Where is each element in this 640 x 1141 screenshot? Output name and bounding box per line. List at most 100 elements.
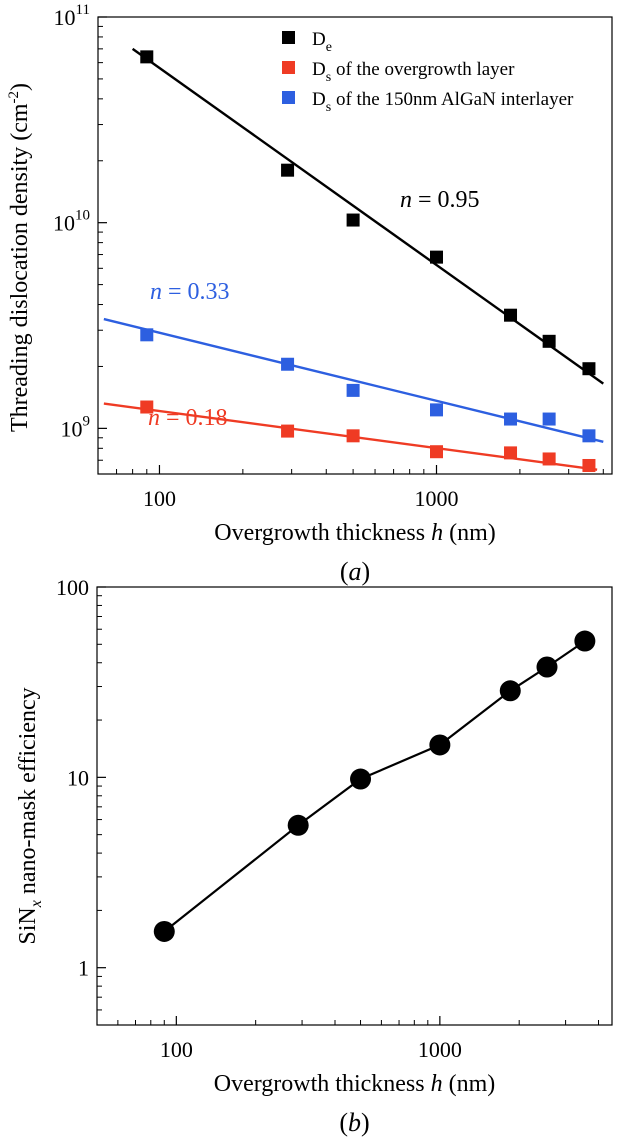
legend-rest: of the overgrowth layer xyxy=(331,59,515,80)
plot-frame xyxy=(97,16,613,475)
fit-line xyxy=(103,317,604,444)
y-tick-label: 10 xyxy=(67,765,89,790)
series-0 xyxy=(153,630,596,942)
data-point-square xyxy=(542,334,556,348)
x-axis-title-variable: h xyxy=(431,1071,443,1097)
y-axis-title-text: Threading dislocation density (cm xyxy=(7,103,33,432)
panel-caption: (a) xyxy=(340,557,370,586)
data-point-circle xyxy=(429,734,451,756)
x-tick-label: 1000 xyxy=(415,486,459,511)
x-tick-label: 100 xyxy=(160,1037,193,1062)
slope-variable: n xyxy=(150,279,162,305)
data-point-square xyxy=(430,250,444,264)
series-2: n = 0.33 Ds of the 150nm AlGaN interlayer xyxy=(103,89,604,444)
data-point-square xyxy=(542,412,556,426)
data-point-circle xyxy=(287,814,309,836)
slope-annotation: n = 0.95 xyxy=(400,187,480,213)
data-point-square xyxy=(346,429,360,443)
legend-marker xyxy=(282,31,295,44)
legend-label: De xyxy=(312,29,332,55)
slope-variable: n xyxy=(148,405,160,431)
y-axis-title-subscript: x xyxy=(28,900,45,908)
y-axis-title-close: ) xyxy=(7,83,33,91)
legend-marker xyxy=(282,61,295,74)
fit-line xyxy=(131,47,604,385)
x-axis-title-variable: h xyxy=(431,520,443,546)
data-point-square xyxy=(542,452,556,466)
legend-label: Ds of the 150nm AlGaN interlayer xyxy=(312,89,574,115)
slope-value: = 0.18 xyxy=(160,405,228,431)
y-tick-label: 100 xyxy=(56,575,89,600)
data-point-square xyxy=(504,308,518,322)
legend-main: D xyxy=(312,89,326,110)
data-point-square xyxy=(346,383,360,397)
y-tick-base: 10 xyxy=(54,5,76,30)
caption-letter: b xyxy=(348,1108,361,1137)
panel-b-chart: 100 1000 1 10 100 Overgrowth thickness h (nm)… xyxy=(15,575,613,1137)
legend-main: D xyxy=(312,29,326,50)
caption-close: ) xyxy=(361,1108,370,1137)
data-point-circle xyxy=(536,656,558,678)
x-axis-title: Overgrowth thickness h (nm) xyxy=(214,1071,496,1097)
y-axis-title-rest: nano-mask efficiency xyxy=(15,687,41,900)
legend-sub: s xyxy=(326,70,331,85)
caption-close: ) xyxy=(362,557,371,586)
slope-value: = 0.33 xyxy=(162,279,230,305)
x-axis-title-text: Overgrowth thickness xyxy=(214,520,431,546)
caption-letter: a xyxy=(349,557,362,586)
y-axis-title-text: SiN xyxy=(15,907,41,944)
y-tick-base: 10 xyxy=(53,211,75,236)
series-1: n = 0.18 Ds of the overgrowth layer xyxy=(103,59,598,472)
y-tick-label: 1 xyxy=(78,956,89,981)
data-point-square xyxy=(140,400,154,414)
legend-marker xyxy=(282,91,295,104)
data-point-square xyxy=(582,362,596,376)
y-tick-label: 1010 xyxy=(53,208,90,236)
data-point-square xyxy=(140,328,154,342)
data-point-square xyxy=(281,424,295,438)
data-point-square xyxy=(140,50,154,64)
y-axis-title: SiNx nano-mask efficiency xyxy=(15,687,45,944)
data-point-square xyxy=(430,403,444,417)
data-point-circle xyxy=(153,920,175,942)
series-line xyxy=(163,640,586,933)
x-tick-label: 100 xyxy=(143,486,176,511)
data-point-square xyxy=(346,213,360,227)
legend-label: Ds of the overgrowth layer xyxy=(312,59,515,85)
data-point-square xyxy=(281,163,295,177)
slope-variable: n xyxy=(400,187,412,213)
y-tick-exponent: 11 xyxy=(76,2,90,18)
y-tick-exponent: 10 xyxy=(75,208,90,224)
x-axis-title-unit: (nm) xyxy=(443,520,496,546)
data-point-circle xyxy=(499,680,521,702)
legend-rest: of the 150nm AlGaN interlayer xyxy=(331,89,574,110)
data-point-square xyxy=(582,458,596,472)
legend-sub: s xyxy=(326,100,331,115)
caption-open: ( xyxy=(340,557,349,586)
y-tick-label: 109 xyxy=(61,413,91,441)
legend-sub: e xyxy=(326,40,332,55)
x-tick-label: 1000 xyxy=(418,1037,462,1062)
series-0: n = 0.95 De xyxy=(131,29,604,385)
data-point-square xyxy=(504,412,518,426)
data-point-square xyxy=(281,357,295,371)
panel-caption: (b) xyxy=(339,1108,369,1137)
y-axis-title-exponent: -2 xyxy=(6,91,22,104)
slope-annotation: n = 0.18 xyxy=(148,405,228,431)
data-point-circle xyxy=(350,768,372,790)
legend-main: D xyxy=(312,59,326,80)
plot-frame xyxy=(96,586,613,1026)
data-point-square xyxy=(504,446,518,460)
slope-value: = 0.95 xyxy=(412,187,480,213)
x-axis-title: Overgrowth thickness h (nm) xyxy=(214,520,496,546)
y-tick-base: 10 xyxy=(61,416,83,441)
y-axis-title: Threading dislocation density (cm-2) xyxy=(6,83,33,432)
data-point-circle xyxy=(574,630,596,652)
caption-open: ( xyxy=(339,1108,348,1137)
slope-annotation: n = 0.33 xyxy=(150,279,230,305)
y-tick-exponent: 9 xyxy=(83,413,91,429)
x-axis-title-unit: (nm) xyxy=(443,1071,496,1097)
data-point-square xyxy=(430,445,444,459)
